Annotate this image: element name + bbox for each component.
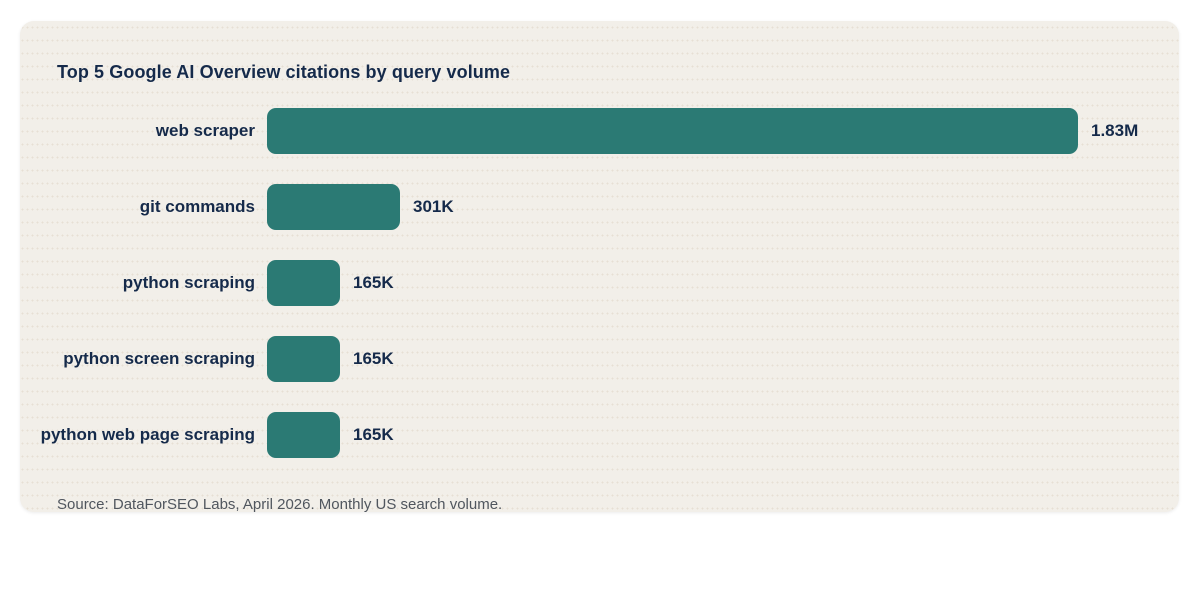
chart-card: Top 5 Google AI Overview citations by qu…: [20, 21, 1179, 512]
value-label: 165K: [353, 349, 394, 368]
category-label: python scraping: [122, 273, 255, 292]
bar-row: python screen scraping 165K: [20, 336, 1179, 382]
bar-python-web-page-scraping: [267, 412, 340, 458]
bar-python-screen-scraping: [267, 336, 340, 382]
value-label: 165K: [353, 273, 394, 292]
chart-title: Top 5 Google AI Overview citations by qu…: [57, 62, 511, 82]
value-label: 301K: [413, 197, 454, 216]
category-label: web scraper: [155, 121, 255, 140]
value-label: 1.83M: [1091, 121, 1139, 140]
category-label: python web page scraping: [40, 425, 255, 444]
value-label: 165K: [353, 425, 394, 444]
bar-python-scraping: [267, 260, 340, 306]
bar-git-commands: [267, 184, 400, 230]
category-label: git commands: [139, 197, 255, 216]
bar-row: python scraping 165K: [20, 260, 1179, 306]
source-note: Source: DataForSEO Labs, April 2026. Mon…: [57, 496, 503, 512]
bar-chart: web scraper 1.83M git commands 301K pyth…: [20, 108, 1179, 458]
bar-row: python web page scraping 165K: [20, 412, 1179, 458]
bar-row: web scraper 1.83M: [20, 108, 1179, 154]
bar-row: git commands 301K: [20, 184, 1179, 230]
category-label: python screen scraping: [63, 349, 255, 368]
bar-web-scraper: [267, 108, 1078, 154]
